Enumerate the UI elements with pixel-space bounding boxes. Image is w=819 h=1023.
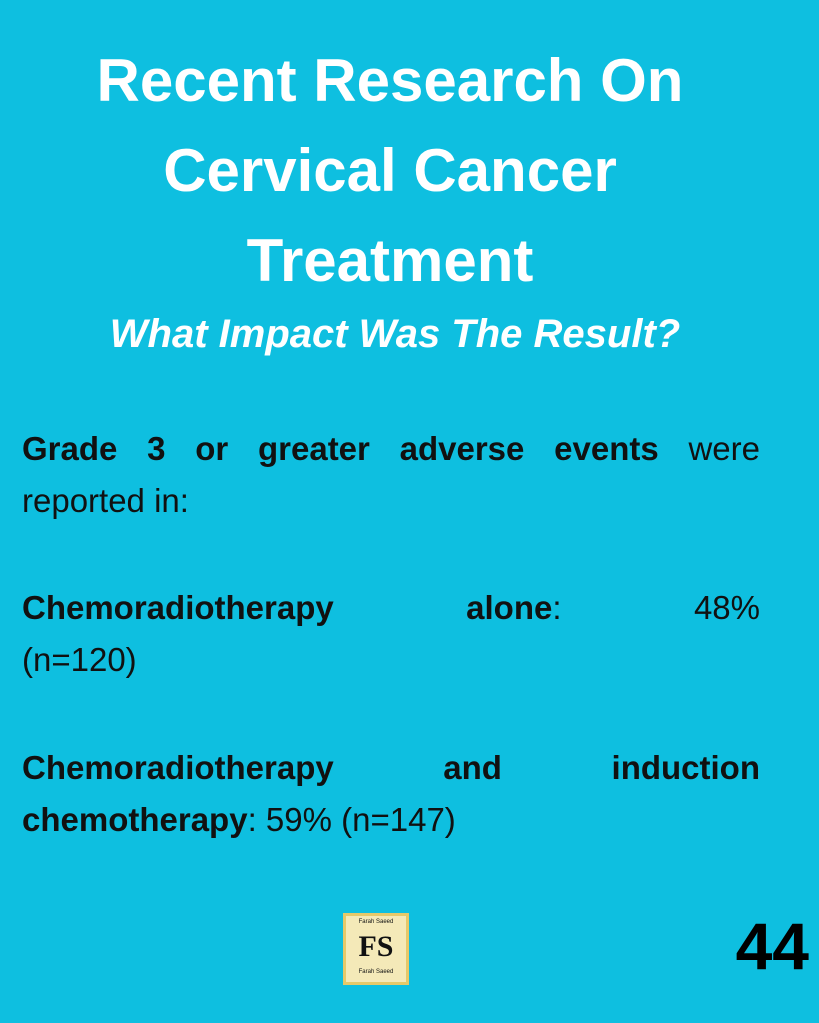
logo-top: Farah Saeed — [358, 919, 394, 925]
logo-bottom: Farah Saeed — [358, 969, 394, 975]
logo: Farah Saeed FS Farah Saeed — [343, 913, 409, 985]
item: Chemoradiotherapy and induction chemothe… — [22, 742, 760, 846]
title-line: Recent Research On — [96, 47, 684, 114]
item: Chemoradiotherapy alone: 48% (n=120) — [22, 582, 760, 686]
item-line: Chemoradiotherapy alone: 48% — [22, 582, 760, 634]
title: Recent Research On Cervical Cancer Treat… — [0, 36, 780, 306]
item-value: : 59% (n=147) — [247, 801, 456, 838]
item-label: Chemoradiotherapy and induction chemothe… — [22, 749, 760, 838]
title-line: Treatment — [246, 227, 534, 294]
logo-initials: FS — [358, 930, 394, 963]
intro: Grade 3 or greater adverse events were r… — [22, 423, 760, 527]
intro-bold: Grade 3 or greater adverse events — [22, 430, 659, 467]
title-line: Cervical Cancer — [163, 137, 617, 204]
subtitle: What Impact Was The Result? — [109, 312, 681, 356]
item-note: (n=120) — [22, 641, 137, 678]
page-number: 44 — [735, 909, 809, 983]
item-label: Chemoradiotherapy alone — [22, 589, 553, 626]
intro-text: were reported in: — [22, 430, 760, 519]
item-value: : 48% — [552, 589, 760, 626]
